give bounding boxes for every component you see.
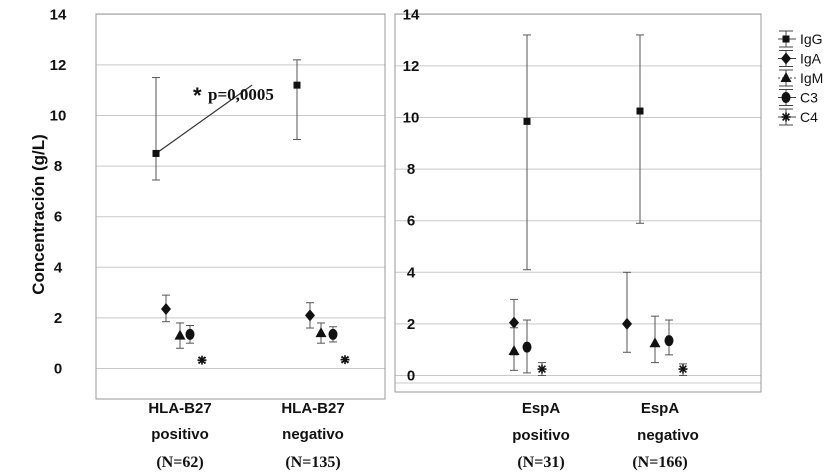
x-category-labels: HLA-B27 positivo (N=62) HLA-B27 negativo (N=1…: [148, 400, 344, 471]
p-value-annotation: p=0,0005: [208, 85, 274, 104]
error-bar: [636, 34, 644, 224]
x-category-label: negativo: [637, 427, 699, 444]
data-point-igm: [315, 327, 327, 338]
legend-label-iga: IgA: [800, 51, 822, 67]
data-point-iga: [305, 309, 315, 322]
asterisk-stroke: [538, 365, 546, 373]
legend-marker-c4: [781, 112, 791, 122]
gridlines: [395, 13, 761, 384]
y-tick-labels: 0 2 4 6 8 10 12 14: [403, 6, 420, 384]
series-igg: [152, 59, 301, 181]
legend-entry-igm: IgM: [778, 69, 823, 87]
legend-entry-igg: IgG: [778, 30, 823, 48]
legend-marker-iga: [781, 52, 791, 65]
error-bar: [152, 77, 160, 181]
x-category-label: positivo: [151, 426, 209, 443]
x-category-label: HLA-B27: [148, 400, 211, 417]
series-c3: [522, 319, 674, 374]
right-panel: 0 2 4 6 8 10 12 14 EspA positivo (N=31) EspA negativ…: [394, 6, 762, 471]
legend-entry-c4: C4: [778, 108, 818, 126]
y-tick-label: 12: [403, 58, 420, 75]
left-panel: 0 2 4 6 8 10 12 14 Concentración (g/L) HLA-B27 pos…: [29, 6, 386, 471]
y-tick-label: 2: [407, 316, 415, 333]
data-point-c3: [522, 341, 532, 353]
y-tick-labels: 0 2 4 6 8 10 12 14: [50, 6, 67, 377]
data-point-igg: [636, 107, 644, 115]
data-point-c4: [537, 364, 547, 374]
legend: IgG IgA IgM C3 C4: [778, 30, 823, 126]
series-igm: [174, 322, 327, 349]
y-tick-label: 4: [54, 259, 63, 276]
series-igg: [523, 34, 644, 271]
data-point-igg: [152, 149, 160, 157]
y-tick-label: 8: [407, 161, 415, 178]
y-tick-label: 6: [407, 213, 415, 230]
legend-marker-c3: [781, 92, 791, 103]
legend-label-c3: C3: [800, 90, 818, 106]
series-c4: [537, 362, 688, 376]
x-category-label: EspA: [522, 400, 561, 417]
legend-entry-iga: IgA: [778, 50, 822, 67]
data-point-c4: [197, 355, 207, 365]
y-tick-label: 10: [50, 108, 67, 125]
x-category-labels: EspA positivo (N=31) EspA negativo (N=166): [512, 400, 699, 471]
asterisk-stroke: [198, 356, 206, 365]
y-tick-label: 10: [403, 110, 420, 127]
legend-marker-igg: [782, 35, 790, 43]
plot-frame: [394, 13, 762, 393]
y-tick-label: 4: [407, 264, 416, 281]
y-tick-label: 2: [54, 310, 62, 327]
data-point-iga: [161, 303, 171, 316]
x-category-label: (N=166): [632, 454, 687, 471]
series-igm: [508, 315, 661, 371]
x-category-label: negativo: [282, 426, 344, 443]
asterisk-stroke: [679, 365, 687, 373]
asterisk-stroke: [341, 355, 349, 364]
y-tick-label: 0: [407, 368, 415, 385]
legend-entry-c3: C3: [778, 89, 818, 106]
data-point-c4: [678, 364, 688, 374]
x-category-label: EspA: [641, 400, 680, 417]
asterisk-stroke: [782, 113, 790, 121]
series-iga: [509, 271, 632, 356]
series-c3: [185, 324, 338, 344]
legend-marker-igm: [780, 72, 792, 82]
plot-frame: [95, 13, 386, 400]
igg-connect-line: [155, 84, 253, 154]
data-point-igg: [523, 117, 531, 125]
data-point-igg: [293, 81, 301, 89]
data-point-iga: [509, 316, 519, 329]
y-tick-label: 0: [54, 361, 62, 378]
gridlines: [96, 13, 385, 369]
y-tick-label: 14: [403, 6, 420, 23]
series-iga: [161, 294, 315, 329]
data-point-iga: [622, 317, 632, 330]
x-category-label: (N=31): [517, 454, 564, 471]
legend-label-igg: IgG: [800, 31, 823, 47]
x-category-label: (N=62): [156, 454, 203, 471]
data-point-igm: [649, 337, 661, 348]
data-point-igm: [174, 329, 186, 340]
data-point-c4: [340, 355, 350, 365]
legend-label-c4: C4: [800, 109, 818, 125]
data-point-c3: [328, 328, 338, 340]
legend-label-igm: IgM: [800, 70, 823, 86]
x-category-label: (N=135): [285, 454, 340, 471]
y-tick-label: 8: [54, 158, 62, 175]
y-axis-label: Concentración (g/L): [29, 134, 48, 295]
data-point-c3: [185, 328, 195, 340]
data-point-c3: [664, 335, 674, 347]
significance-star: *: [193, 83, 202, 108]
error-bar: [523, 34, 531, 271]
y-tick-label: 14: [50, 6, 67, 23]
error-bar: [293, 59, 301, 141]
x-category-label: positivo: [512, 427, 570, 444]
series-c4: [197, 355, 350, 365]
y-tick-label: 12: [50, 57, 67, 74]
y-tick-label: 6: [54, 209, 62, 226]
data-point-igm: [508, 344, 520, 355]
error-bar: [623, 271, 631, 353]
x-category-label: HLA-B27: [281, 400, 344, 417]
